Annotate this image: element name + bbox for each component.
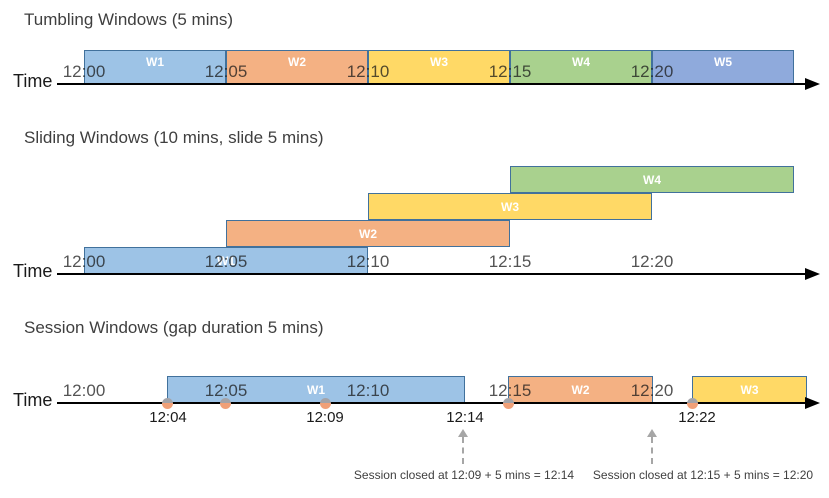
window-label-session-w2: W2	[571, 382, 590, 397]
section-title-session: Session Windows (gap duration 5 mins)	[24, 318, 324, 337]
callout-arrow-line-1	[651, 437, 653, 464]
tick-label-session-2: 12:10	[346, 381, 390, 400]
callout-text-1: Session closed at 12:15 + 5 mins = 12:20	[592, 468, 814, 482]
event-time-label-0: 12:04	[149, 409, 187, 426]
window-label-tumbling-w4: W4	[572, 55, 590, 69]
event-time-label-2: 12:14	[446, 409, 484, 426]
window-box-sliding-w3: W3	[368, 193, 652, 220]
time-axis-arrow-icon-tumbling	[805, 78, 820, 90]
window-box-sliding-w1: W1	[84, 247, 368, 274]
callout-text-0: Session closed at 12:09 + 5 mins = 12:14	[353, 468, 575, 482]
time-axis-label-sliding: Time	[13, 261, 53, 281]
tick-label-sliding-2: 12:10	[346, 252, 390, 271]
window-label-sliding-w4: W4	[643, 172, 661, 187]
section-title-sliding: Sliding Windows (10 mins, slide 5 mins)	[24, 128, 324, 147]
window-box-session-w3: W3	[692, 376, 807, 403]
tick-label-tumbling-2: 12:10	[346, 62, 390, 81]
window-box-sliding-w2: W2	[226, 220, 510, 247]
window-box-tumbling-w1: W1	[84, 50, 226, 85]
window-box-session-w2: W2	[508, 376, 653, 403]
tick-label-sliding-3: 12:15	[488, 252, 532, 271]
tick-label-sliding-4: 12:20	[630, 252, 674, 271]
event-dot-0	[161, 397, 173, 409]
event-time-label-3: 12:22	[678, 409, 716, 426]
window-box-session-w1: W1	[167, 376, 465, 403]
event-dot-3	[502, 397, 514, 409]
callout-arrow-head-icon-0	[458, 429, 468, 437]
event-dot-1	[219, 397, 231, 409]
window-label-sliding-w2: W2	[359, 226, 377, 241]
tick-label-session-0: 12:00	[62, 381, 106, 400]
window-label-tumbling-w5: W5	[714, 55, 732, 69]
tick-label-tumbling-1: 12:05	[204, 62, 248, 81]
tick-label-sliding-1: 12:05	[204, 252, 248, 271]
callout-arrow-head-icon-1	[647, 429, 657, 437]
event-dot-4	[686, 397, 698, 409]
window-label-tumbling-w2: W2	[288, 55, 306, 69]
window-label-sliding-w3: W3	[501, 199, 519, 214]
window-label-tumbling-w3: W3	[430, 55, 448, 69]
tick-label-session-4: 12:20	[630, 381, 674, 400]
tick-label-session-3: 12:15	[488, 381, 532, 400]
window-box-sliding-w4: W4	[510, 166, 794, 193]
callout-arrow-line-0	[462, 437, 464, 464]
tick-label-tumbling-0: 12:00	[62, 62, 106, 81]
window-label-session-w1: W1	[307, 382, 325, 397]
time-axis-label-session: Time	[13, 390, 53, 410]
window-label-session-w3: W3	[740, 382, 759, 397]
time-axis-arrow-icon-session	[805, 397, 820, 409]
section-title-tumbling: Tumbling Windows (5 mins)	[24, 10, 234, 29]
tick-label-tumbling-3: 12:15	[488, 62, 532, 81]
event-time-label-1: 12:09	[306, 409, 344, 426]
time-axis-arrow-icon-sliding	[805, 268, 820, 280]
window-box-tumbling-w3: W3	[368, 50, 510, 85]
tick-label-sliding-0: 12:00	[62, 252, 106, 271]
tick-label-tumbling-4: 12:20	[630, 62, 674, 81]
time-axis-line-sliding	[57, 273, 810, 275]
window-box-tumbling-w5: W5	[652, 50, 794, 85]
tick-label-session-1: 12:05	[204, 381, 248, 400]
time-axis-label-tumbling: Time	[13, 71, 53, 91]
window-label-sliding-w1: W1	[217, 253, 235, 268]
event-dot-2	[319, 397, 331, 409]
time-axis-line-session	[57, 402, 810, 404]
time-axis-line-tumbling	[57, 83, 810, 85]
window-label-tumbling-w1: W1	[146, 55, 164, 69]
